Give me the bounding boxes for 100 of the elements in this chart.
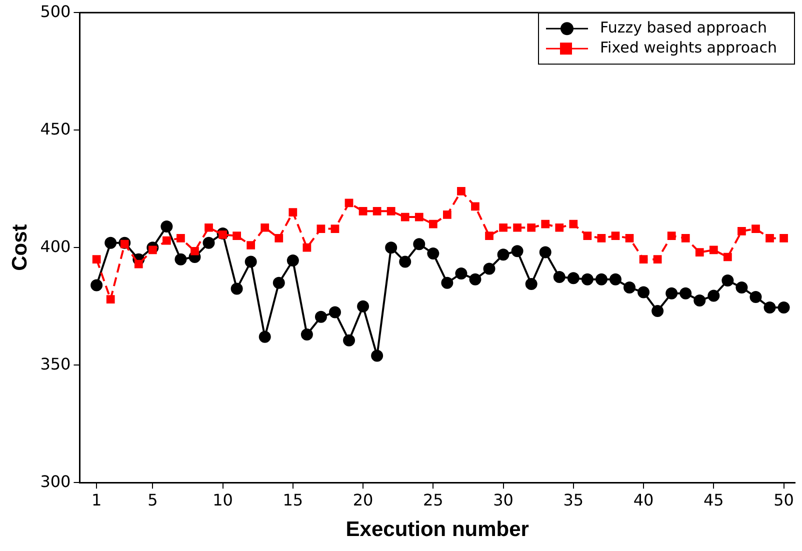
point	[286, 254, 299, 267]
point	[569, 220, 578, 228]
point	[441, 276, 454, 289]
point	[709, 246, 718, 254]
point	[162, 236, 171, 245]
point	[190, 246, 199, 256]
point	[624, 282, 636, 294]
point	[106, 295, 115, 304]
point	[399, 256, 412, 268]
x-tick-label: 40	[633, 490, 654, 510]
point	[443, 210, 452, 219]
y-tick-label: 300	[40, 472, 71, 491]
point	[511, 245, 524, 258]
point	[357, 300, 370, 312]
point	[597, 234, 606, 242]
point	[513, 223, 522, 232]
point	[525, 278, 538, 290]
x-tick-label: 45	[703, 490, 724, 510]
x-tick-label: 10	[212, 490, 233, 510]
point	[752, 224, 760, 233]
x-tick-label: 15	[282, 490, 304, 510]
point	[314, 310, 327, 323]
point	[652, 305, 664, 318]
point	[288, 208, 298, 217]
x-tick-label: 50	[774, 490, 794, 510]
point	[358, 206, 368, 216]
point	[485, 232, 494, 240]
point	[653, 255, 662, 264]
point	[555, 223, 564, 232]
point	[778, 302, 790, 314]
x-tick-label: 25	[422, 490, 444, 510]
point	[344, 198, 354, 208]
point	[581, 273, 594, 286]
point	[469, 273, 482, 286]
point	[639, 255, 648, 264]
y-tick-label: 400	[40, 236, 71, 256]
point	[244, 256, 257, 268]
point	[300, 328, 313, 341]
point	[174, 253, 187, 266]
point	[567, 272, 580, 284]
point	[681, 234, 690, 242]
point	[134, 260, 143, 268]
point	[92, 255, 101, 264]
point	[90, 279, 103, 292]
point	[232, 232, 241, 240]
point	[609, 273, 622, 286]
point	[527, 223, 536, 232]
point	[497, 248, 510, 261]
point	[724, 252, 732, 262]
point	[274, 234, 284, 242]
point	[736, 282, 748, 294]
point	[695, 248, 704, 256]
point	[750, 290, 762, 303]
point	[694, 294, 706, 306]
point	[413, 238, 426, 250]
legend-label: Fuzzy based approach	[600, 18, 767, 36]
point	[260, 223, 270, 232]
point	[553, 270, 566, 283]
point	[667, 232, 676, 240]
point	[455, 267, 468, 280]
y-tick-label: 500	[40, 2, 71, 21]
point	[258, 330, 271, 343]
point	[764, 302, 776, 314]
point	[541, 220, 550, 228]
x-tick-label: 20	[352, 490, 374, 510]
point	[457, 187, 466, 196]
point	[611, 232, 620, 240]
point	[766, 234, 774, 242]
point	[385, 242, 398, 254]
point	[371, 350, 384, 362]
point	[471, 202, 480, 211]
point	[583, 232, 592, 240]
point	[330, 224, 340, 233]
point	[595, 273, 608, 286]
point	[316, 224, 326, 233]
point	[680, 287, 692, 300]
point	[638, 286, 650, 298]
point	[246, 241, 256, 250]
point	[738, 226, 746, 236]
point	[176, 234, 185, 242]
point	[160, 220, 173, 232]
y-tick-label: 450	[40, 119, 71, 138]
point	[202, 236, 215, 249]
point	[428, 220, 438, 228]
y-tick-label: 350	[40, 354, 71, 374]
point	[414, 212, 424, 222]
point	[625, 234, 634, 242]
point	[780, 234, 788, 242]
x-tick-label: 30	[493, 490, 514, 510]
point	[328, 306, 341, 318]
point	[372, 206, 382, 216]
y-axis-title: Cost	[8, 224, 32, 271]
point	[386, 206, 396, 216]
x-tick-label: 1	[91, 490, 102, 510]
point	[230, 282, 243, 295]
x-axis-title: Execution number	[346, 518, 529, 542]
legend-label: Fixed weights approach	[600, 38, 778, 56]
point	[400, 212, 410, 222]
point	[427, 247, 440, 260]
point	[666, 287, 678, 300]
